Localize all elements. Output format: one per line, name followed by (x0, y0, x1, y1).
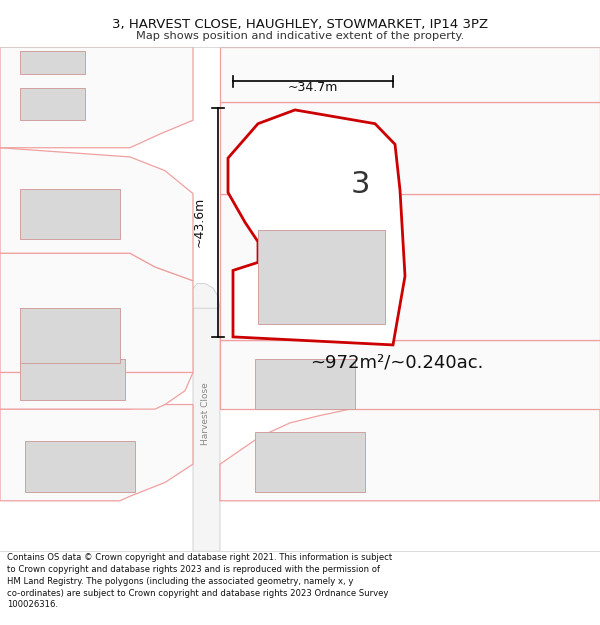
Text: Harvest Close: Harvest Close (202, 382, 211, 445)
Text: Contains OS data © Crown copyright and database right 2021. This information is : Contains OS data © Crown copyright and d… (7, 553, 392, 609)
Text: Map shows position and indicative extent of the property.: Map shows position and indicative extent… (136, 31, 464, 41)
Polygon shape (255, 359, 355, 409)
Text: ~43.6m: ~43.6m (193, 197, 206, 248)
Polygon shape (255, 432, 365, 492)
Polygon shape (190, 284, 220, 308)
Polygon shape (20, 51, 85, 74)
Polygon shape (20, 359, 125, 400)
Text: 3, HARVEST CLOSE, HAUGHLEY, STOWMARKET, IP14 3PZ: 3, HARVEST CLOSE, HAUGHLEY, STOWMARKET, … (112, 18, 488, 31)
Polygon shape (220, 194, 600, 341)
Polygon shape (258, 230, 385, 324)
Polygon shape (228, 110, 405, 345)
Polygon shape (20, 189, 120, 239)
Text: ~34.7m: ~34.7m (288, 81, 338, 94)
Polygon shape (0, 148, 193, 281)
Polygon shape (0, 47, 193, 148)
Polygon shape (20, 308, 120, 363)
Polygon shape (0, 404, 193, 501)
Polygon shape (20, 88, 85, 120)
Polygon shape (220, 102, 600, 194)
Polygon shape (25, 441, 135, 492)
Polygon shape (0, 372, 193, 409)
Text: ~972m²/~0.240ac.: ~972m²/~0.240ac. (310, 353, 484, 371)
Polygon shape (220, 47, 600, 102)
Polygon shape (0, 253, 193, 372)
Text: 3: 3 (350, 170, 370, 199)
Polygon shape (220, 409, 600, 501)
Polygon shape (193, 291, 220, 551)
Polygon shape (220, 341, 600, 409)
